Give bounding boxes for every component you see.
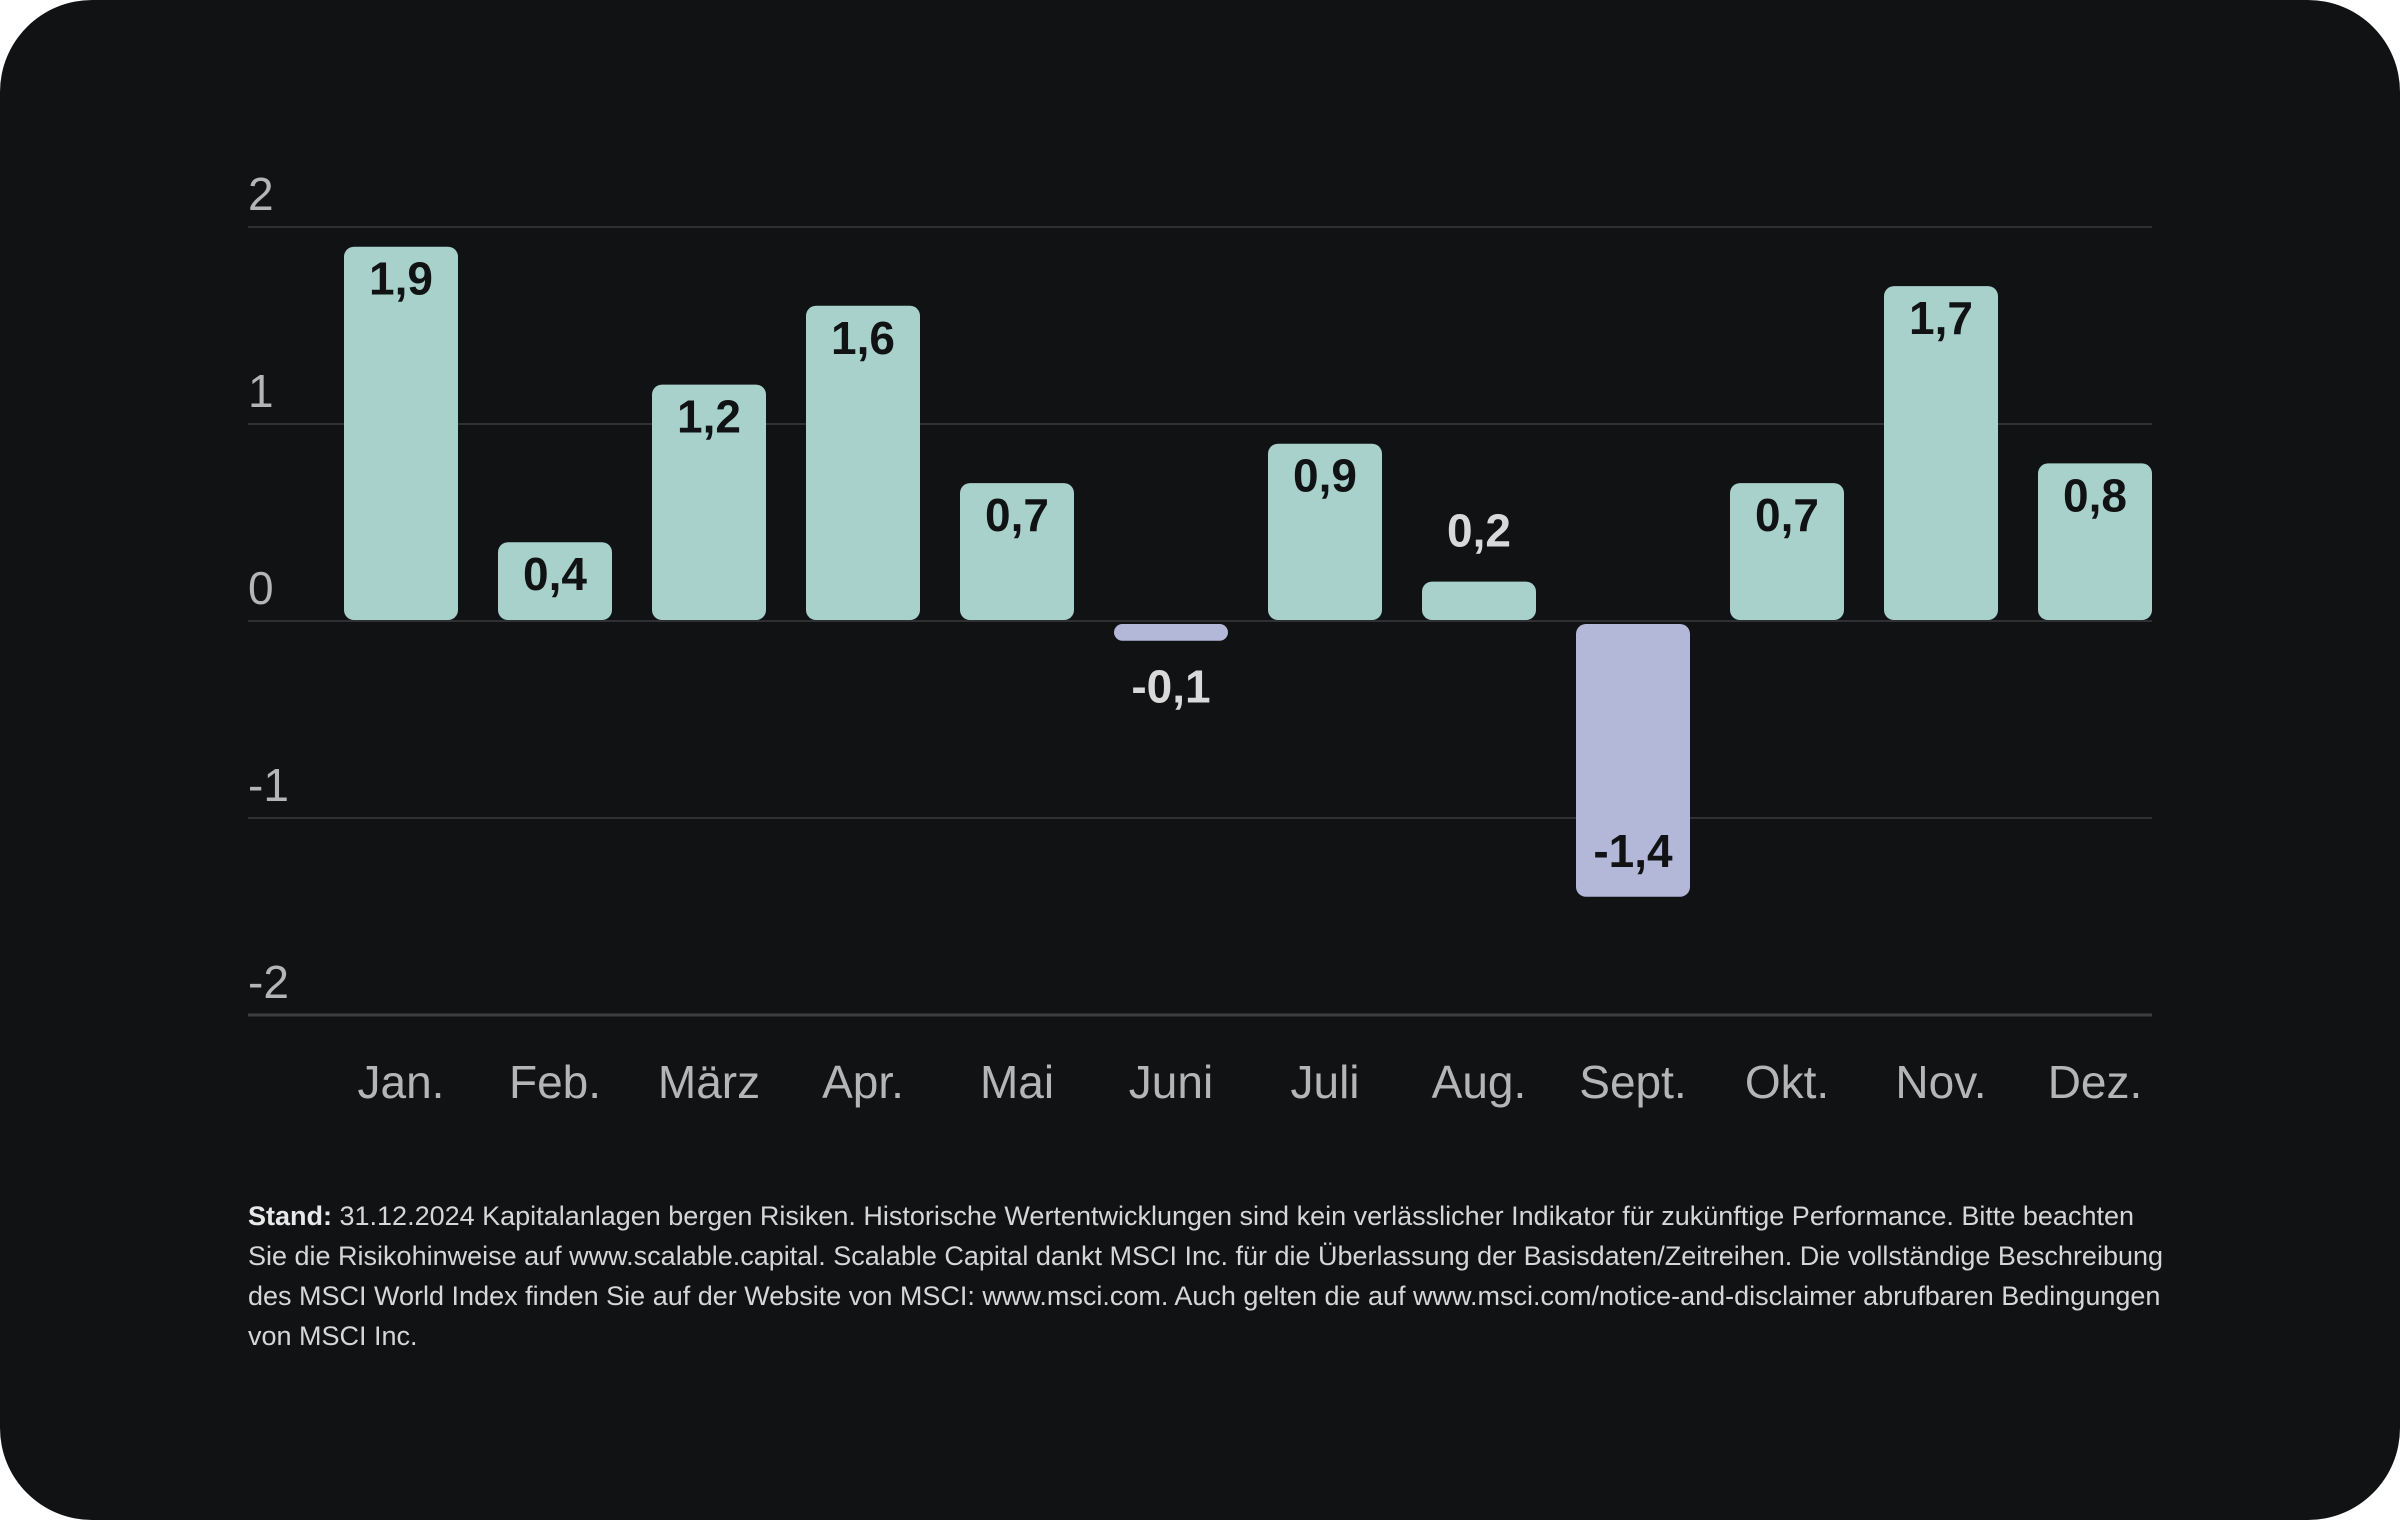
bar-chart: 2 1 0 -1 -2 1,9 0,4 1,2 1,6 0,7 -0,1 0,9 0,2 -1,4 0,7… [248,168,2152,1108]
bar [2038,463,2152,620]
value-labels: 1,9 0,4 1,2 1,6 0,7 -0,1 0,9 0,2 -1,4 0,7 1,7 0,8 [369,253,2127,877]
y-tick-label: 0 [248,562,274,614]
value-label: -0,1 [1131,661,1210,713]
bar [1268,443,1382,620]
footnote-text: 31.12.2024 Kapitalanlagen bergen Risiken… [248,1201,2164,1351]
value-label: 0,7 [985,489,1049,541]
x-tick-label: März [658,1056,760,1108]
bar [1730,483,1844,620]
footnote-date-label: Stand: [248,1201,332,1231]
disclaimer-footnote: Stand: 31.12.2024 Kapitalanlagen bergen … [248,1196,2168,1356]
value-label: 1,2 [677,391,741,443]
x-tick-label: Dez. [2048,1056,2143,1108]
x-tick-label: Apr. [822,1056,904,1108]
bar [1114,624,1228,641]
value-label: 0,7 [1755,489,1819,541]
bar [960,483,1074,620]
value-label: 1,6 [831,312,895,364]
y-tick-label: -1 [248,759,289,811]
value-label: -1,4 [1593,825,1673,877]
bar [498,542,612,620]
y-tick-label: 1 [248,365,274,417]
x-tick-label: Mai [980,1056,1054,1108]
value-label: 0,2 [1447,505,1511,557]
bars [344,246,2152,897]
bar [652,384,766,620]
x-tick-label: Juni [1129,1056,1213,1108]
x-tick-label: Jan. [358,1056,445,1108]
value-label: 0,8 [2063,469,2127,521]
value-label: 1,7 [1909,292,1973,344]
y-axis-ticks: 2 1 0 -1 -2 [248,168,289,1008]
x-tick-label: Aug. [1432,1056,1527,1108]
y-tick-label: 2 [248,168,274,220]
x-tick-label: Nov. [1895,1056,1986,1108]
bar [344,246,458,620]
bar [1422,581,1536,620]
y-tick-label: -2 [248,956,289,1008]
grid-lines [248,226,2152,1017]
bar [1884,286,1998,620]
x-axis-ticks: Jan. Feb. März Apr. Mai Juni Juli Aug. Sept. Okt.… [358,1056,2143,1108]
x-tick-label: Sept. [1579,1056,1686,1108]
value-label: 0,4 [523,548,587,600]
value-label: 1,9 [369,253,433,305]
x-tick-label: Juli [1290,1056,1359,1108]
bar [1576,624,1690,897]
x-tick-label: Feb. [509,1056,601,1108]
value-label: 0,9 [1293,450,1357,502]
bar [806,305,920,620]
x-tick-label: Okt. [1745,1056,1829,1108]
